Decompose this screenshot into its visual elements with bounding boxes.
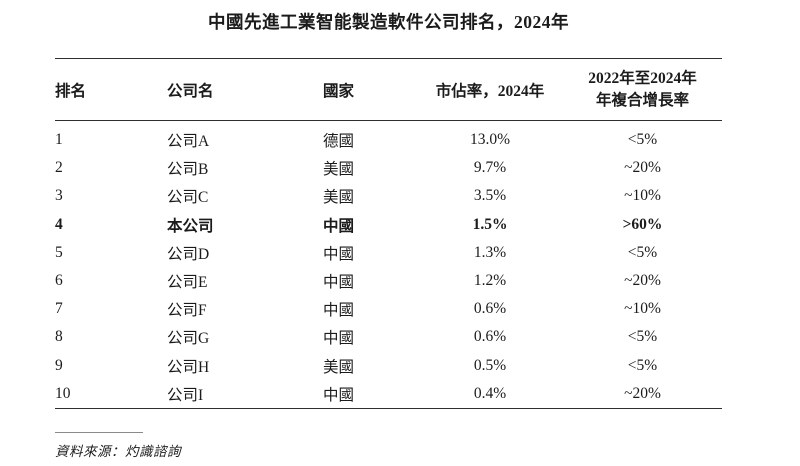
cell-company: 公司H (167, 358, 210, 376)
table-row: 5 公司D 中國 1.3% <5% (55, 239, 722, 267)
header-rank: 排名 (55, 82, 87, 100)
cell-rank: 8 (55, 328, 63, 346)
table-row: 9 公司H 美國 0.5% <5% (55, 352, 722, 380)
table-body: 1 公司A 德國 13.0% <5% 2 公司B 美國 9.7% ~20% 3 … (55, 121, 722, 409)
cell-company: 公司I (167, 386, 204, 404)
cell-company: 本公司 (167, 217, 214, 235)
cell-rank: 1 (55, 131, 63, 149)
table-row: 6 公司E 中國 1.2% ~20% (55, 267, 722, 295)
cell-cagr: <5% (627, 356, 658, 374)
cell-company: 公司E (167, 274, 208, 292)
cell-rank: 10 (55, 384, 71, 402)
source-text: 資料來源：灼識諮詢 (55, 444, 181, 459)
table-row: 7 公司F 中國 0.6% ~10% (55, 295, 722, 323)
cell-rank: 2 (55, 159, 63, 177)
cell-company: 公司A (167, 133, 210, 151)
cell-market-share: 1.2% (473, 272, 507, 290)
cell-cagr: ~20% (624, 272, 661, 290)
cell-company: 公司B (167, 161, 209, 179)
table-row: 1 公司A 德國 13.0% <5% (55, 126, 722, 154)
cell-cagr: >60% (622, 215, 663, 233)
cell-rank: 9 (55, 356, 63, 374)
cell-cagr: ~10% (624, 300, 661, 318)
cell-cagr: <5% (627, 328, 658, 346)
cell-country: 中國 (323, 217, 355, 235)
cell-market-share: 3.5% (473, 187, 507, 205)
cell-rank: 4 (55, 215, 63, 233)
cell-country: 美國 (323, 161, 355, 179)
table-row: 10 公司I 中國 0.4% ~20% (55, 380, 722, 408)
cell-country: 中國 (323, 245, 355, 263)
cell-cagr: <5% (627, 243, 658, 261)
cell-cagr: ~20% (624, 384, 661, 402)
cell-country: 中國 (323, 302, 355, 320)
header-market-share: 市佔率，2024年 (435, 82, 545, 100)
header-cagr: 2022年至2024年 年複合增長率 (563, 68, 722, 112)
cell-market-share: 0.4% (473, 384, 507, 402)
source-divider (55, 432, 143, 433)
cell-market-share: 0.6% (473, 300, 507, 318)
cell-market-share: 9.7% (473, 159, 507, 177)
cell-market-share: 13.0% (469, 131, 511, 149)
table-row: 4 本公司 中國 1.5% >60% (55, 211, 722, 239)
cell-cagr: <5% (627, 131, 658, 149)
table-row: 3 公司C 美國 3.5% ~10% (55, 182, 722, 210)
cell-country: 美國 (323, 358, 355, 376)
cell-country: 中國 (323, 386, 355, 404)
table-header-row: 排名 公司名 國家 市佔率，2024年 2022年至2024年 年複合增長率 (55, 58, 722, 121)
table-title: 中國先進工業智能製造軟件公司排名，2024年 (208, 12, 569, 32)
cell-country: 德國 (323, 133, 355, 151)
cell-market-share: 1.3% (473, 243, 507, 261)
header-cagr-line1: 2022年至2024年 (588, 69, 697, 87)
table-row: 2 公司B 美國 9.7% ~20% (55, 154, 722, 182)
cell-company: 公司G (167, 330, 210, 348)
cell-rank: 3 (55, 187, 63, 205)
cell-country: 中國 (323, 274, 355, 292)
cell-rank: 6 (55, 272, 63, 290)
cell-company: 公司C (167, 189, 209, 207)
cell-rank: 7 (55, 300, 63, 318)
header-company: 公司名 (167, 82, 214, 100)
cell-market-share: 1.5% (472, 215, 508, 233)
cell-market-share: 0.6% (473, 328, 507, 346)
header-country: 國家 (323, 82, 355, 100)
header-cagr-line2: 年複合增長率 (595, 91, 689, 109)
cell-country: 中國 (323, 330, 355, 348)
cell-country: 美國 (323, 189, 355, 207)
cell-rank: 5 (55, 243, 63, 261)
cell-cagr: ~20% (624, 159, 661, 177)
cell-cagr: ~10% (624, 187, 661, 205)
table-row: 8 公司G 中國 0.6% <5% (55, 323, 722, 351)
cell-company: 公司D (167, 245, 210, 263)
cell-company: 公司F (167, 302, 207, 320)
ranking-table: 排名 公司名 國家 市佔率，2024年 2022年至2024年 年複合增長率 1… (55, 58, 722, 409)
cell-market-share: 0.5% (473, 356, 507, 374)
